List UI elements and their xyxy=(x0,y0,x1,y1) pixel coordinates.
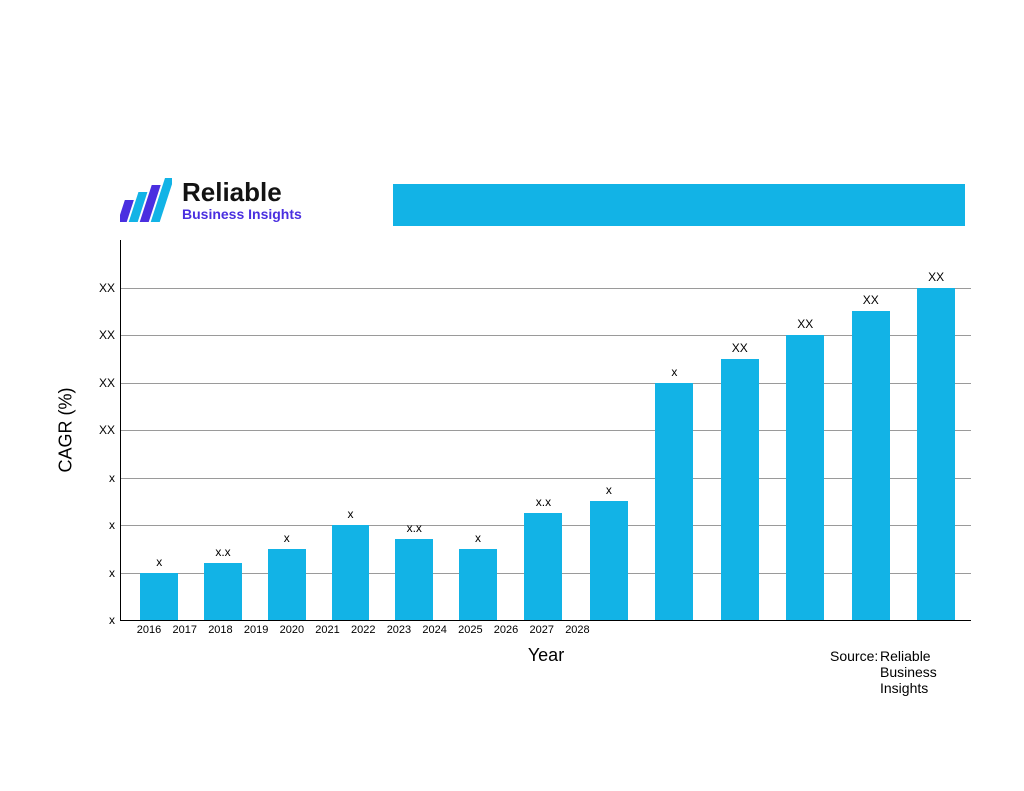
bar: XX xyxy=(852,311,890,620)
gridline xyxy=(121,478,971,479)
bar-value-label: x xyxy=(268,531,306,549)
source-label: Source: xyxy=(830,648,878,664)
y-axis-label: CAGR (%) xyxy=(56,388,77,473)
x-tick-label: 2028 xyxy=(547,620,607,636)
gridline xyxy=(121,288,971,289)
bar-value-label: x.x xyxy=(395,521,433,539)
bar-value-label: x.x xyxy=(524,495,562,513)
bar-value-label: x.x xyxy=(204,545,242,563)
bar-value-label: x xyxy=(140,555,178,573)
bar: XX xyxy=(917,288,955,621)
source-name: Reliable Business Insights xyxy=(880,648,970,696)
logo-word-sub: Business Insights xyxy=(182,207,302,221)
bar: x xyxy=(655,383,693,621)
bar: XX xyxy=(786,335,824,620)
y-tick-label: x xyxy=(83,518,115,532)
bar-value-label: XX xyxy=(786,317,824,335)
y-tick-label: XX xyxy=(83,328,115,342)
y-tick-label: x xyxy=(83,566,115,580)
x-axis-label: Year xyxy=(528,645,564,666)
brand-logo: Reliable Business Insights xyxy=(120,178,302,222)
y-tick-label: XX xyxy=(83,423,115,437)
y-tick-label: x xyxy=(83,471,115,485)
bar-value-label: x xyxy=(655,365,693,383)
bar-value-label: XX xyxy=(721,341,759,359)
bar: x.x xyxy=(204,563,242,620)
bar: XX xyxy=(721,359,759,620)
bar: x xyxy=(590,501,628,620)
bar-value-label: x xyxy=(590,483,628,501)
bar: x xyxy=(140,573,178,621)
logo-word-main: Reliable xyxy=(182,179,302,205)
bar: x xyxy=(268,549,306,620)
cagr-chart: CAGR (%) Year xxxxXXXXXXXXxx.xxxx.xxx.xx… xyxy=(60,240,970,690)
gridline xyxy=(121,335,971,336)
plot-area: CAGR (%) Year xxxxXXXXXXXXxx.xxxx.xxx.xx… xyxy=(120,240,971,621)
gridline xyxy=(121,383,971,384)
gridline xyxy=(121,430,971,431)
bar: x xyxy=(332,525,370,620)
y-tick-label: XX xyxy=(83,376,115,390)
y-tick-label: x xyxy=(83,613,115,627)
bar: x.x xyxy=(524,513,562,620)
bar-value-label: x xyxy=(459,531,497,549)
bar-value-label: XX xyxy=(852,293,890,311)
bar: x xyxy=(459,549,497,620)
bar: x.x xyxy=(395,539,433,620)
header-bar xyxy=(393,184,965,226)
y-tick-label: XX xyxy=(83,281,115,295)
page: Reliable Business Insights CAGR (%) Year… xyxy=(0,0,1024,791)
bar-value-label: x xyxy=(332,507,370,525)
logo-bars-icon xyxy=(120,178,172,222)
logo-text: Reliable Business Insights xyxy=(182,179,302,221)
bar-value-label: XX xyxy=(917,270,955,288)
